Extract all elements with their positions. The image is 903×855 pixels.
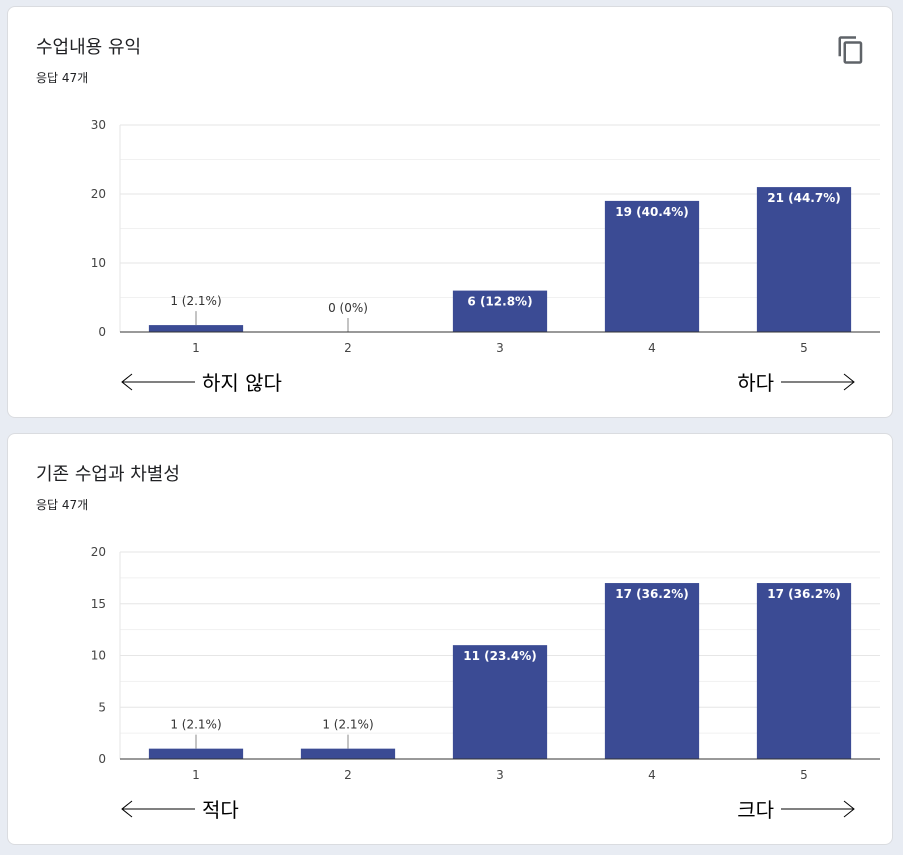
data-label: 17 (36.2%) [615, 587, 688, 601]
chart-card-2: 기존 수업과 차별성 응답 47개 0 5 10 15 20 1 (2.1%) 1 1 (2.… [7, 433, 893, 845]
x-tick-label: 2 [344, 768, 352, 782]
bar [300, 748, 396, 759]
x-tick-label: 5 [800, 768, 808, 782]
data-label: 1 (2.1%) [170, 294, 221, 308]
data-label: 6 (12.8%) [467, 295, 532, 309]
data-label: 19 (40.4%) [615, 205, 688, 219]
x-tick-label: 2 [344, 341, 352, 355]
question-title: 수업내용 유익 [36, 37, 142, 58]
bar [604, 200, 700, 332]
bar [452, 645, 548, 759]
y-tick-label: 15 [91, 597, 106, 611]
scale-high-label: 하다 [737, 367, 856, 396]
left-arrow-icon [121, 373, 195, 390]
scale-high-label: 크다 [737, 794, 856, 823]
response-count: 응답 47개 [36, 71, 89, 85]
scale-low-label: 적다 [120, 794, 239, 823]
y-tick-label: 20 [91, 545, 106, 559]
response-count: 응답 47개 [36, 498, 89, 512]
right-arrow-icon [781, 800, 855, 817]
data-label: 17 (36.2%) [767, 587, 840, 601]
x-tick-label: 3 [496, 768, 504, 782]
y-tick-label: 10 [91, 256, 106, 270]
y-tick-label: 5 [98, 700, 106, 714]
scale-low-label: 하지 않다 [120, 367, 282, 396]
y-tick-label: 0 [98, 325, 106, 339]
bar [756, 583, 852, 759]
x-tick-label: 1 [192, 768, 200, 782]
left-arrow-icon [121, 800, 195, 817]
chart-card-1: 수업내용 유익 응답 47개 0 10 20 30 1 (2.1%) 1 0 (0%) 2 6 … [7, 6, 893, 418]
copy-chart-button[interactable] [836, 35, 866, 65]
bar [756, 187, 852, 332]
scale-high-text: 크다 [737, 798, 774, 822]
bar [148, 325, 244, 332]
x-tick-label: 4 [648, 341, 656, 355]
x-tick-label: 4 [648, 768, 656, 782]
data-label: 1 (2.1%) [170, 718, 221, 732]
data-label: 0 (0%) [328, 301, 368, 315]
x-tick-label: 1 [192, 341, 200, 355]
y-tick-label: 20 [91, 187, 106, 201]
x-tick-label: 5 [800, 341, 808, 355]
y-tick-label: 10 [91, 649, 106, 663]
bar [148, 748, 244, 759]
copy-icon [838, 36, 863, 64]
bar [604, 583, 700, 759]
y-tick-label: 30 [91, 118, 106, 132]
y-tick-label: 0 [98, 752, 106, 766]
scale-low-text: 적다 [202, 798, 239, 822]
bar-chart-2: 0 5 10 15 20 1 (2.1%) 1 1 (2.1%) 2 11 (23.4%) 3 17 … [91, 545, 880, 782]
data-label: 21 (44.7%) [767, 191, 840, 205]
scale-low-text: 하지 않다 [202, 371, 282, 395]
question-title: 기존 수업과 차별성 [36, 464, 180, 485]
right-arrow-icon [781, 373, 855, 390]
data-label: 1 (2.1%) [322, 718, 373, 732]
x-tick-label: 3 [496, 341, 504, 355]
data-label: 11 (23.4%) [463, 649, 536, 663]
scale-high-text: 하다 [737, 371, 774, 395]
bar-chart-1: 0 10 20 30 1 (2.1%) 1 0 (0%) 2 6 (12.8%) 3 19 (40.… [91, 118, 880, 355]
bar [452, 290, 548, 332]
